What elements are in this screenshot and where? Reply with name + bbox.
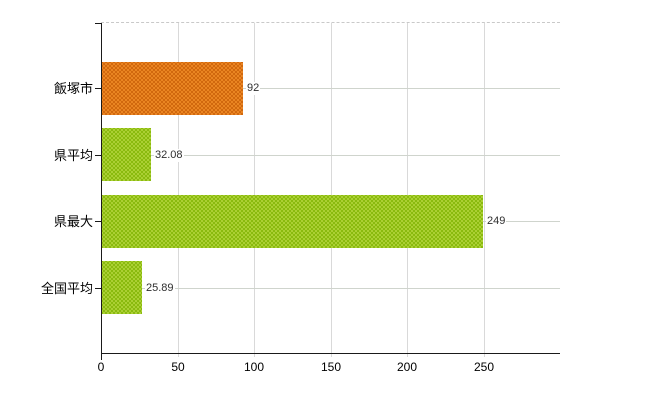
x-axis: [101, 353, 560, 354]
grid-line-horizontal: [101, 88, 560, 89]
x-axis-tick-label: 250: [473, 360, 495, 374]
grid-line-vertical: [178, 23, 179, 357]
grid-line-vertical: [484, 23, 485, 357]
y-axis: [101, 23, 102, 360]
plot-border-top: [101, 22, 560, 23]
y-axis-tick: [95, 288, 101, 289]
y-axis-tick: [95, 88, 101, 89]
bar-normal-green: [102, 261, 142, 314]
bar-value-label: 249: [486, 215, 507, 228]
bar-value-label: 32.08: [154, 149, 184, 162]
grid-line-vertical: [407, 23, 408, 357]
bar-value-label: 92: [246, 82, 261, 95]
y-axis-top-tick: [95, 23, 101, 24]
bar-normal-green: [102, 128, 151, 181]
grid-line-vertical: [331, 23, 332, 357]
bar-value-label: 25.89: [145, 282, 175, 295]
x-axis-tick-label: 200: [396, 360, 418, 374]
category-label: 全国平均: [40, 281, 93, 296]
grid-line-horizontal: [101, 155, 560, 156]
grid-line-vertical: [254, 23, 255, 357]
category-label: 県最大: [53, 214, 93, 229]
x-axis-tick-label: 50: [171, 360, 185, 374]
x-axis-tick-label: 0: [97, 360, 105, 374]
category-label: 県平均: [53, 148, 93, 163]
bar-highlight-orange: [102, 62, 243, 115]
x-axis-tick-label: 100: [243, 360, 265, 374]
y-axis-tick: [95, 155, 101, 156]
grid-line-horizontal: [101, 288, 560, 289]
y-axis-tick: [95, 221, 101, 222]
bar-normal-green: [102, 195, 483, 248]
category-label: 飯塚市: [53, 81, 93, 96]
x-axis-tick-label: 150: [320, 360, 342, 374]
